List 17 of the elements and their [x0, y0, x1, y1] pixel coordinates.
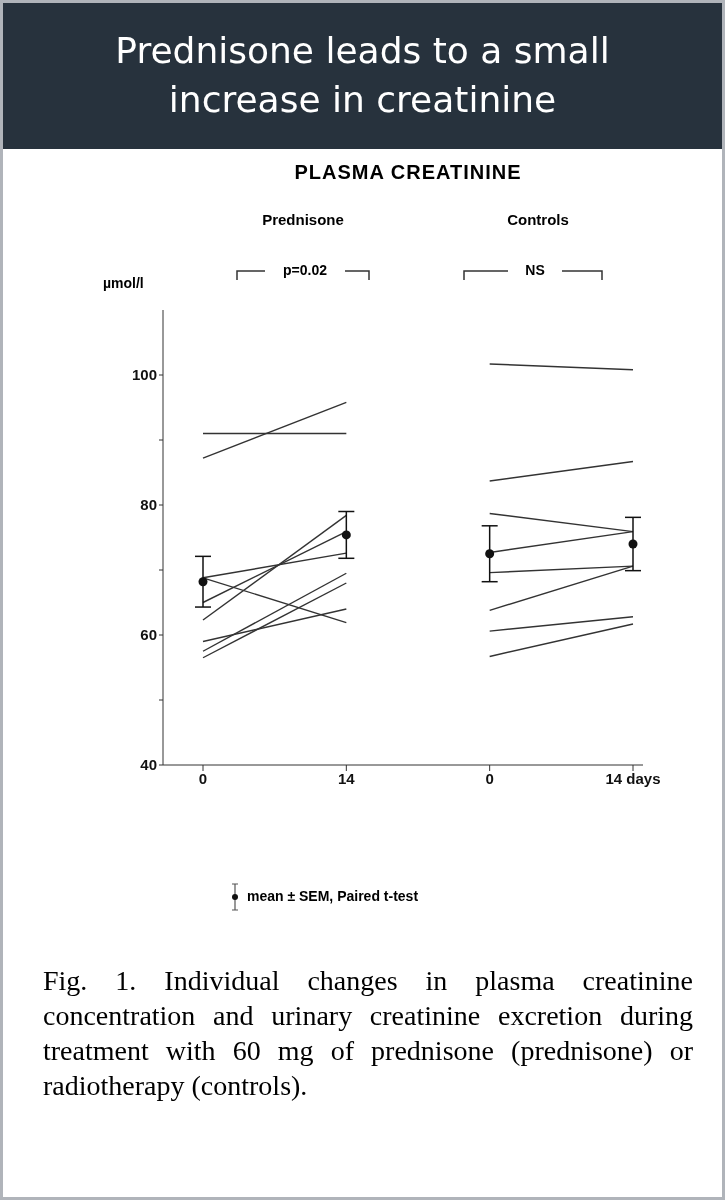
caption: Fig. 1. Individual changes in plasma creatinine concentration and urinary creatinine excretion during treatment with 60 mg of prednisone (prednisone) or radiotherapy (controls).: [43, 964, 693, 1103]
x-tick-label: 0: [198, 769, 208, 787]
y-tick-label: 60: [140, 626, 157, 644]
y-tick-label: 40: [140, 756, 157, 774]
text: mean ± SEM, Paired t-test: [247, 888, 419, 904]
x-tick-label: 14: [337, 769, 356, 787]
x-tick-label: 14 days: [605, 769, 661, 787]
text: p=0.02: [265, 262, 345, 278]
y-tick-label: 100: [131, 366, 157, 384]
y-axis-title: µmol/l: [103, 275, 144, 291]
text: Prednisone: [261, 211, 345, 228]
text: Controls: [506, 211, 570, 228]
y-tick-label: 80: [140, 496, 157, 514]
text: NS: [508, 262, 562, 278]
chart-subtitle: PLASMA CREATININE: [293, 161, 523, 184]
x-tick-label: 0: [485, 769, 494, 787]
chart-title: Prednisone leads to a small increase in creatinine: [3, 3, 722, 149]
